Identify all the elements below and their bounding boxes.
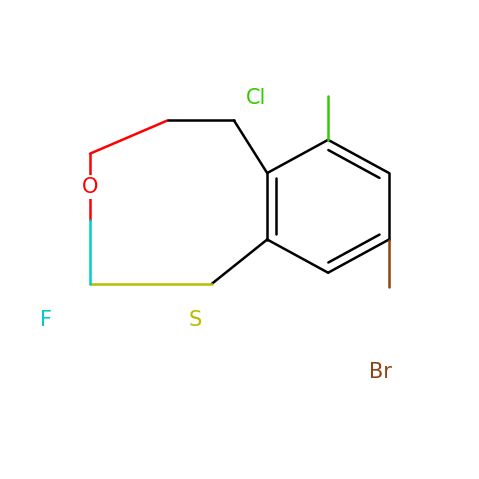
- Text: S: S: [189, 310, 202, 330]
- Text: F: F: [40, 310, 52, 330]
- Text: Cl: Cl: [246, 88, 266, 108]
- Text: O: O: [82, 177, 98, 197]
- Text: Br: Br: [369, 363, 392, 382]
